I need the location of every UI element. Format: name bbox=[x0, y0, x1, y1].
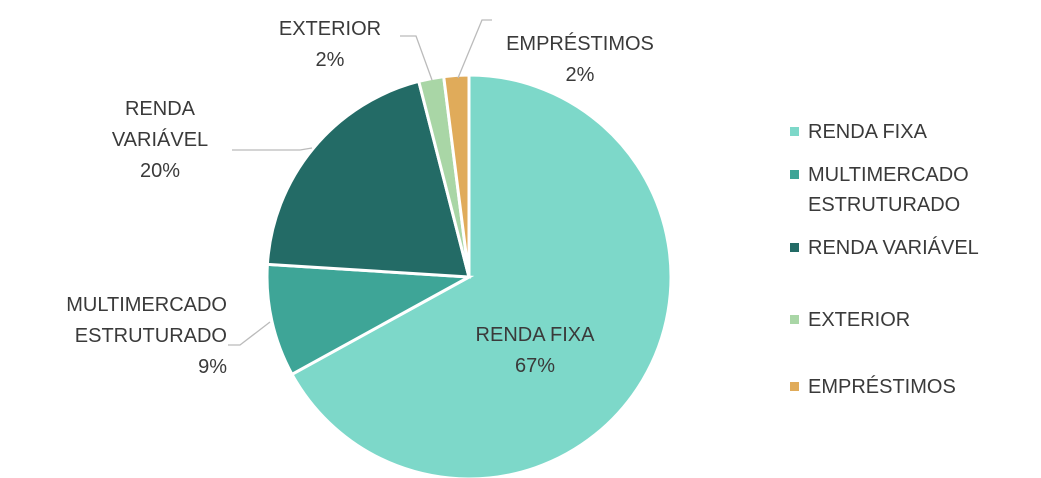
pie-slice bbox=[289, 73, 673, 478]
label-value: 20% bbox=[139, 160, 181, 182]
legend-swatch bbox=[790, 243, 799, 252]
pie-slice bbox=[265, 262, 475, 377]
label-value: 9% bbox=[198, 356, 227, 378]
label-value: 67% bbox=[514, 355, 556, 377]
data-label: RENDA VARIÁVEL 20% bbox=[90, 94, 230, 187]
legend-swatch bbox=[790, 127, 799, 136]
label-name: RENDA FIXA bbox=[475, 324, 595, 346]
legend-label: MULTIMERCADO ESTRUTURADO bbox=[808, 164, 969, 216]
data-label: RENDA FIXA 67% bbox=[435, 320, 635, 382]
label-value: 2% bbox=[565, 64, 595, 86]
legend-label: EXTERIOR bbox=[808, 309, 911, 331]
legend-label: EMPRÉSTIMOS bbox=[808, 376, 956, 398]
legend-label: RENDA FIXA bbox=[808, 121, 927, 143]
leader-line bbox=[457, 19, 492, 79]
legend-swatch bbox=[790, 315, 799, 324]
pie-slice bbox=[442, 73, 471, 278]
legend-item: RENDA VARIÁVEL bbox=[790, 233, 1020, 263]
legend-swatch bbox=[790, 382, 799, 391]
legend-label: RENDA VARIÁVEL bbox=[808, 237, 979, 259]
legend-item: EXTERIOR bbox=[790, 305, 1020, 335]
leader-line bbox=[400, 35, 433, 81]
pie-slice bbox=[265, 79, 471, 279]
leader-line bbox=[228, 321, 271, 346]
leader-line bbox=[232, 147, 313, 151]
data-label: EXTERIOR 2% bbox=[260, 14, 400, 76]
legend-item: EMPRÉSTIMOS bbox=[790, 372, 1020, 402]
legend-swatch bbox=[790, 170, 799, 179]
legend-item: MULTIMERCADO ESTRUTURADO bbox=[790, 160, 1020, 220]
legend-item: RENDA FIXA bbox=[790, 117, 1020, 147]
label-value: 2% bbox=[315, 49, 345, 71]
label-name: EMPRÉSTIMOS bbox=[506, 33, 654, 55]
data-label: EMPRÉSTIMOS 2% bbox=[480, 29, 680, 91]
label-name: MULTIMERCADO ESTRUTURADO bbox=[66, 294, 227, 347]
label-name: RENDA VARIÁVEL bbox=[111, 98, 209, 151]
label-name: EXTERIOR bbox=[278, 18, 382, 40]
data-label: MULTIMERCADO ESTRUTURADO 9% bbox=[5, 290, 227, 383]
